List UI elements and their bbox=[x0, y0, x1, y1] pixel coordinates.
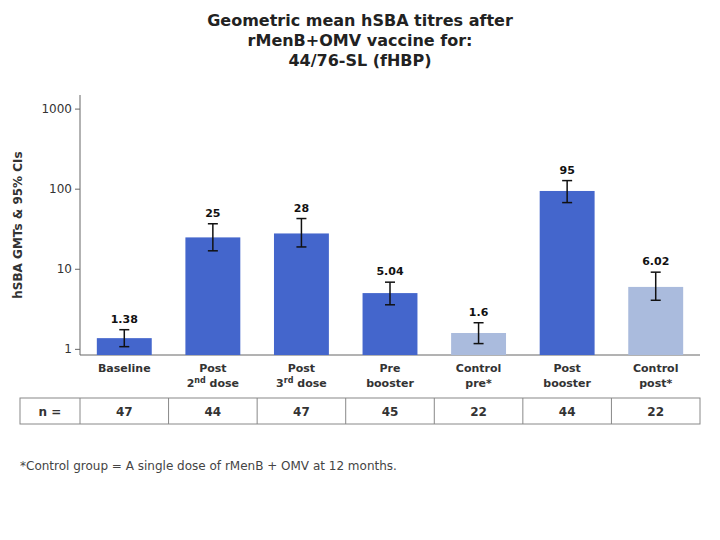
x-tick-label: Baseline bbox=[98, 362, 151, 375]
y-tick bbox=[75, 349, 80, 350]
title: rMenB+OMV vaccine for: bbox=[248, 31, 473, 50]
data-label: 28 bbox=[294, 202, 309, 215]
error-bar bbox=[474, 323, 484, 344]
n-table-divider bbox=[168, 398, 169, 424]
error-bar-cap bbox=[651, 300, 661, 302]
n-value: 44 bbox=[205, 405, 222, 419]
y-axis bbox=[80, 95, 81, 355]
x-tick-label: Controlpost* bbox=[633, 362, 678, 390]
data-label: 5.04 bbox=[376, 265, 403, 278]
error-bar-stem bbox=[212, 224, 214, 251]
error-bar-cap bbox=[296, 246, 306, 248]
error-bar-cap bbox=[474, 322, 484, 324]
error-bar-cap bbox=[385, 304, 395, 306]
n-row-label: n = bbox=[39, 405, 62, 419]
n-table-divider bbox=[80, 398, 81, 424]
error-bar-cap bbox=[651, 271, 661, 273]
data-label: 25 bbox=[205, 207, 220, 220]
y-tick bbox=[75, 189, 80, 190]
error-bar-stem bbox=[301, 219, 303, 247]
y-tick-label: 1 bbox=[64, 342, 72, 356]
x-tick-label: Postbooster bbox=[543, 362, 591, 390]
n-value: 22 bbox=[647, 405, 664, 419]
n-table-divider bbox=[522, 398, 523, 424]
error-bar-stem bbox=[566, 181, 568, 203]
error-bar-cap bbox=[562, 180, 572, 182]
data-label: 6.02 bbox=[642, 255, 669, 268]
y-tick bbox=[75, 109, 80, 110]
error-bar-stem bbox=[389, 282, 391, 305]
n-value: 47 bbox=[116, 405, 133, 419]
chart: Geometric mean hSBA titres afterrMenB+OM… bbox=[0, 0, 720, 540]
error-bar bbox=[385, 282, 395, 305]
title: 44/76-SL (fHBP) bbox=[288, 51, 431, 70]
error-bar bbox=[296, 219, 306, 247]
x-tick-label: Controlpre* bbox=[456, 362, 501, 390]
y-tick-label: 1000 bbox=[41, 102, 72, 116]
error-bar-cap bbox=[562, 202, 572, 204]
error-bar bbox=[119, 330, 129, 347]
n-table: n = 47 44 47 45 22 44 22 bbox=[20, 398, 700, 424]
error-bar-stem bbox=[655, 272, 657, 300]
error-bar-stem bbox=[124, 330, 126, 347]
y-axis-label: hSBA GMTs & 95% CIs bbox=[11, 151, 25, 298]
data-label: 1.38 bbox=[111, 313, 138, 326]
data-label: 1.6 bbox=[469, 306, 489, 319]
y-tick-label: 10 bbox=[57, 262, 72, 276]
error-bar-cap bbox=[385, 281, 395, 283]
n-table-divider bbox=[257, 398, 258, 424]
error-bar-cap bbox=[119, 346, 129, 348]
n-table-divider bbox=[611, 398, 612, 424]
error-bar bbox=[651, 272, 661, 300]
error-bar-cap bbox=[208, 223, 218, 225]
error-bar-cap bbox=[119, 329, 129, 331]
error-bar-cap bbox=[474, 343, 484, 345]
n-value: 22 bbox=[470, 405, 487, 419]
footnote: *Control group = A single dose of rMenB … bbox=[20, 459, 397, 473]
title: Geometric mean hSBA titres after bbox=[207, 11, 513, 30]
n-value: 45 bbox=[382, 405, 399, 419]
error-bar bbox=[208, 224, 218, 251]
y-tick-label: 100 bbox=[49, 182, 72, 196]
n-table-divider bbox=[345, 398, 346, 424]
n-value: 44 bbox=[559, 405, 576, 419]
n-value: 47 bbox=[293, 405, 310, 419]
x-tick-label: Prebooster bbox=[366, 362, 414, 390]
bar bbox=[274, 233, 329, 355]
n-table-divider bbox=[434, 398, 435, 424]
bar bbox=[540, 191, 595, 355]
bar bbox=[185, 237, 240, 355]
error-bar-cap bbox=[296, 218, 306, 220]
bars bbox=[97, 181, 683, 355]
y-tick bbox=[75, 269, 80, 270]
error-bar-stem bbox=[478, 323, 480, 344]
n-table-border bbox=[20, 398, 700, 424]
x-tick-label: Post3rd dose bbox=[276, 362, 327, 390]
x-tick-label: Post2nd dose bbox=[187, 362, 239, 390]
error-bar bbox=[562, 181, 572, 203]
error-bar-cap bbox=[208, 250, 218, 252]
data-label: 95 bbox=[559, 164, 574, 177]
